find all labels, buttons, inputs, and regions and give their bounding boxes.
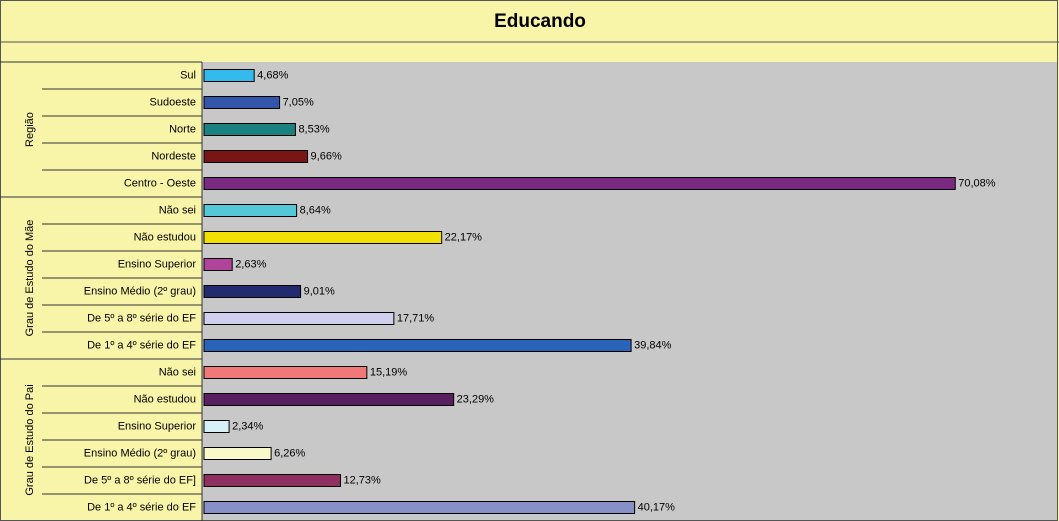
bar xyxy=(203,393,455,406)
value-label: 22,17% xyxy=(445,231,483,243)
category-label: Centro - Oeste xyxy=(124,177,196,189)
bar xyxy=(203,96,281,109)
bar xyxy=(203,339,632,352)
group-label: Grau de Estudo do Mãe xyxy=(24,220,36,337)
bar xyxy=(203,204,298,217)
category-label: Nordeste xyxy=(151,150,196,162)
category-label: De 5º a 8º série do EF xyxy=(87,312,196,324)
value-label: 17,71% xyxy=(397,312,435,324)
value-label: 2,63% xyxy=(235,258,266,270)
bar xyxy=(203,420,230,433)
value-label: 9,66% xyxy=(311,150,342,162)
bar xyxy=(203,231,443,244)
bar xyxy=(203,69,255,82)
value-label: 8,53% xyxy=(298,123,329,135)
category-label: Norte xyxy=(169,123,196,135)
category-label: Ensino Médio (2º grau) xyxy=(84,285,196,297)
value-label: 23,29% xyxy=(457,393,495,405)
bar xyxy=(203,177,956,190)
value-label: 15,19% xyxy=(370,366,408,378)
value-label: 7,05% xyxy=(283,96,314,108)
category-label: De 1º a 4º série do EF xyxy=(87,501,196,513)
group-label: Grau de Estudo do Pai xyxy=(24,384,36,495)
value-label: 40,17% xyxy=(638,501,676,513)
bar xyxy=(203,501,636,514)
value-label: 2,34% xyxy=(232,420,263,432)
category-label: Sudoeste xyxy=(150,96,196,108)
value-label: 39,84% xyxy=(634,339,672,351)
value-label: 9,01% xyxy=(304,285,335,297)
value-label: 12,73% xyxy=(343,474,381,486)
value-label: 70,08% xyxy=(958,177,996,189)
category-label: Ensino Superior xyxy=(118,420,197,432)
value-label: 4,68% xyxy=(257,69,288,81)
plot-area xyxy=(202,62,1057,521)
group-label: Região xyxy=(24,112,36,147)
bar xyxy=(203,447,272,460)
category-label: Sul xyxy=(180,69,196,81)
category-label: Não sei xyxy=(159,366,196,378)
category-label: Não estudou xyxy=(134,231,196,243)
bar xyxy=(203,366,368,379)
bar xyxy=(203,123,296,136)
value-label: 6,26% xyxy=(274,447,305,459)
bar xyxy=(203,258,233,271)
bar xyxy=(203,150,309,163)
category-label: Não sei xyxy=(159,204,196,216)
category-label: Não estudou xyxy=(134,393,196,405)
category-label: Ensino Superior xyxy=(118,258,197,270)
category-label: Ensino Médio (2º grau) xyxy=(84,447,196,459)
bar xyxy=(203,474,341,487)
bar xyxy=(203,285,302,298)
bar xyxy=(203,312,395,325)
chart-title: Educando xyxy=(494,11,586,32)
value-label: 8,64% xyxy=(300,204,331,216)
category-label: De 5º a 8º série do EF] xyxy=(84,474,196,486)
category-label: De 1º a 4º série do EF xyxy=(87,339,196,351)
